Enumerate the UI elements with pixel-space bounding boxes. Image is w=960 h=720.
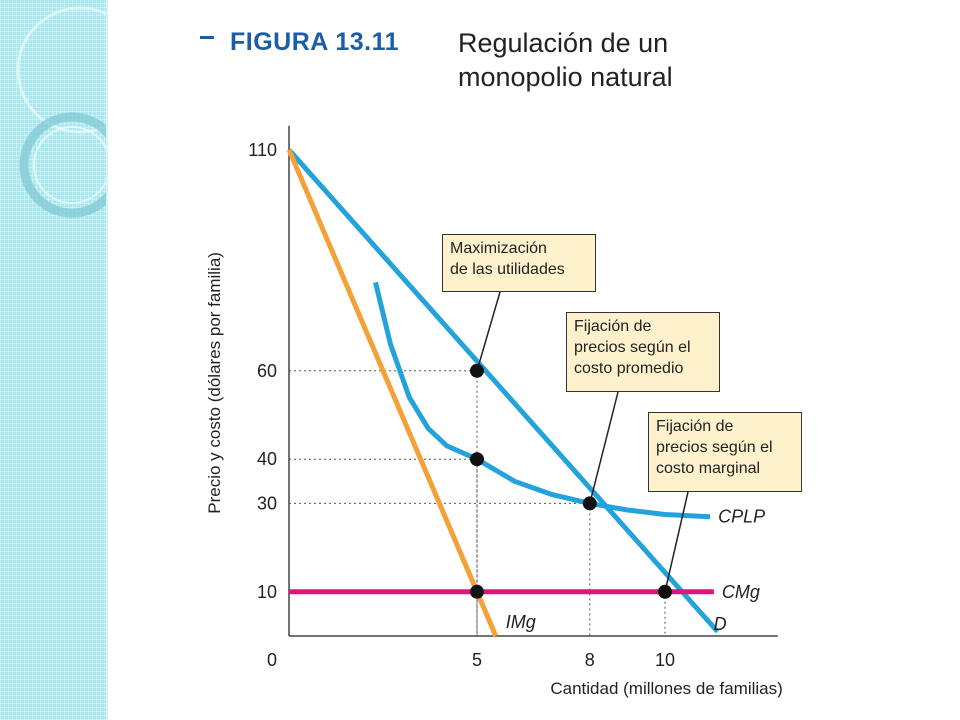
series-line-img — [286, 148, 499, 637]
data-point — [470, 363, 484, 378]
series-label-img: IMg — [506, 612, 536, 632]
annotation-leader-line — [476, 291, 501, 372]
figure-label: FIGURA 13.11 — [230, 28, 400, 56]
y-axis-label: Precio y costo (dólares por familia) — [205, 252, 224, 514]
decorative-side-strip — [0, 0, 108, 720]
y-tick-label: 30 — [257, 493, 277, 513]
data-point — [470, 452, 484, 467]
series-label-cmg: CMg — [722, 582, 760, 602]
series-line-cplp — [373, 281, 711, 520]
annotation-leader-line — [589, 391, 619, 504]
x-axis-label: Cantidad (millones de familias) — [550, 679, 782, 698]
header-dash — [200, 36, 214, 39]
annotation-leader-line — [664, 491, 689, 592]
y-tick-label: 60 — [257, 361, 277, 381]
decorative-rings-icon — [16, 6, 106, 218]
y-tick-label: 40 — [257, 449, 277, 469]
data-point — [658, 584, 672, 599]
data-point — [582, 496, 597, 511]
annotation-box: Maximización de las utilidades — [442, 234, 596, 292]
y-tick-label: 10 — [257, 582, 277, 602]
x-tick-label: 8 — [585, 650, 595, 670]
annotation-box: Fijación de precios según el costo margi… — [648, 412, 802, 492]
x-tick-label: 5 — [472, 650, 482, 670]
y-tick-label: 110 — [248, 140, 277, 160]
annotation-box: Fijación de precios según el costo prome… — [566, 312, 720, 392]
x-tick-label: 10 — [655, 650, 675, 670]
series-label-cplp: CPLP — [718, 507, 765, 527]
series-label-d: D — [714, 614, 727, 634]
x-tick-label: 0 — [267, 650, 277, 670]
series-line-d — [287, 148, 720, 634]
figure-title: Regulación de un monopolio natural — [458, 28, 673, 92]
data-point — [470, 584, 484, 599]
